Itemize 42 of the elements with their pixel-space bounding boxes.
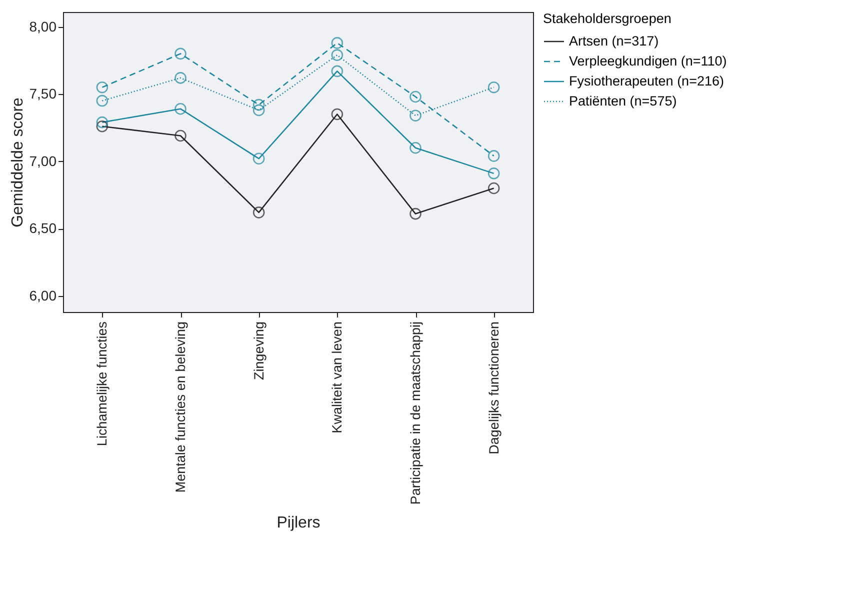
point — [252, 98, 265, 111]
legend-label: Fysiotherapeuten (n=216) — [569, 74, 724, 88]
point — [488, 81, 500, 94]
y-tick-label: 8,00 — [29, 18, 57, 34]
point — [174, 72, 186, 84]
point — [96, 81, 108, 94]
legend-title: Stakeholdersgroepen — [543, 11, 672, 26]
y-tick-label: 6,00 — [29, 287, 57, 304]
point — [410, 110, 422, 122]
point — [331, 65, 344, 78]
x-tick-label: Dagelijks functioneren — [486, 322, 502, 454]
point — [410, 208, 422, 220]
point — [331, 37, 344, 49]
x-tick-label: Participatie in de maatschappij — [408, 322, 423, 505]
point — [488, 182, 500, 194]
y-tick-label: 6,50 — [29, 220, 57, 236]
point — [252, 104, 265, 116]
x-axis-title: Pijlers — [276, 514, 320, 532]
legend-label: Artsen (n=317) — [569, 34, 659, 48]
x-tick-label: Kwaliteit van leven — [330, 322, 345, 434]
point — [174, 130, 186, 142]
point — [96, 120, 108, 132]
x-tick-label: Mentale functies en beleving — [173, 322, 188, 493]
point — [331, 49, 344, 61]
point — [410, 142, 422, 154]
point — [410, 90, 422, 103]
point — [488, 150, 500, 162]
point — [96, 94, 108, 107]
y-tick-label: 7,50 — [29, 86, 57, 102]
y-axis-title: Gemiddelde score — [9, 97, 26, 228]
point — [488, 168, 500, 180]
y-tick-label: 7,00 — [29, 152, 57, 169]
legend-label: Verpleegkundigen (n=110) — [569, 54, 727, 68]
point — [174, 102, 186, 115]
legend-label: Patiënten (n=575) — [569, 94, 677, 108]
point — [331, 108, 344, 120]
point — [252, 152, 265, 165]
point — [252, 206, 265, 218]
x-tick-label: Zingeving — [251, 322, 266, 380]
x-tick-label: Lichamelijke functies — [94, 321, 110, 446]
point — [96, 116, 108, 128]
point — [174, 48, 186, 60]
